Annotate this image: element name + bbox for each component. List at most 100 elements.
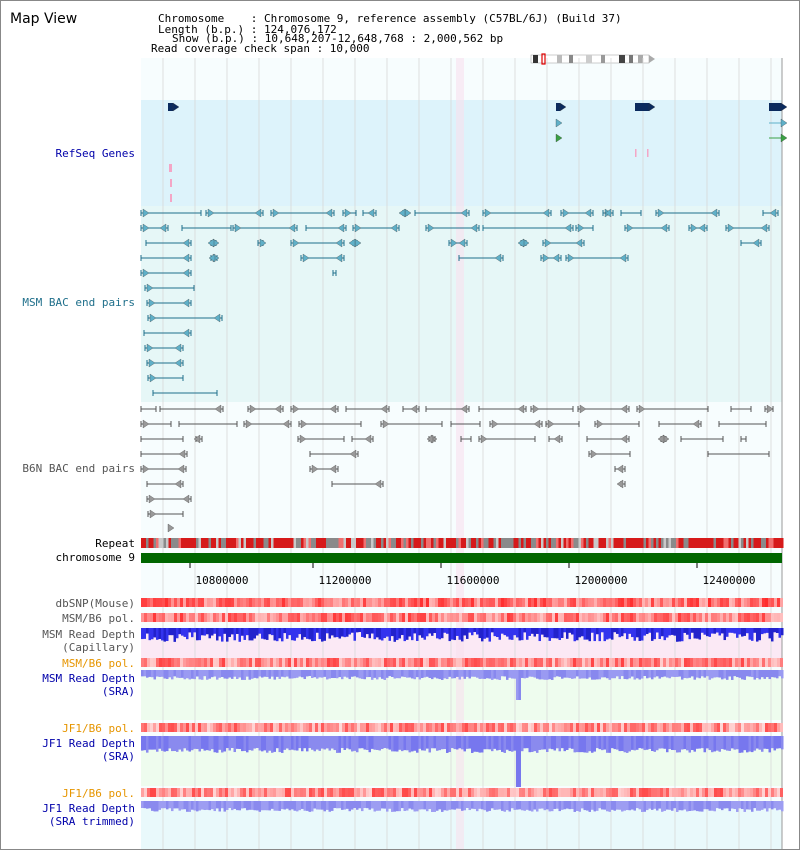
refseq-gene-features[interactable] <box>168 102 788 202</box>
depth-bar <box>661 736 664 749</box>
depth-bar <box>273 670 276 680</box>
depth-bar <box>453 670 456 679</box>
msm-pair-arrow <box>460 208 468 218</box>
heat-cell <box>576 788 579 797</box>
heat-cell <box>207 598 210 607</box>
depth-bar <box>778 801 781 810</box>
msm-bac-end-pairs[interactable] <box>140 208 779 396</box>
b6n-bac-end-pairs-label[interactable]: B6N BAC end pairs <box>22 462 135 475</box>
msm-b6-pol-label-2[interactable]: MSM/B6 pol. <box>62 657 135 670</box>
heatmap-tracks[interactable] <box>141 598 783 797</box>
heat-cell <box>312 788 315 797</box>
heat-cell <box>465 598 468 607</box>
heat-cell <box>588 723 591 732</box>
jf1-read-depth-trimmed-label[interactable]: JF1 Read Depth <box>42 802 135 815</box>
heat-cell <box>255 723 258 732</box>
heat-cell <box>414 788 417 797</box>
repeat-element <box>331 538 334 548</box>
read-depth-tracks[interactable] <box>141 628 784 812</box>
msm-b6-pol-label-1[interactable]: MSM/B6 pol. <box>62 612 135 625</box>
heat-cell <box>561 723 564 732</box>
depth-bar <box>556 670 559 677</box>
depth-bar <box>191 628 194 638</box>
heat-cell <box>426 613 429 622</box>
heat-cell <box>645 658 648 667</box>
b6n-pair-arrow <box>579 404 587 414</box>
depth-bar <box>251 628 254 641</box>
heat-cell <box>213 788 216 797</box>
refseq-genes-label[interactable]: RefSeq Genes <box>55 147 135 160</box>
msm-pair-arrow <box>562 208 570 218</box>
jf1-b6-pol-label-1[interactable]: JF1/B6 pol. <box>62 722 135 735</box>
heat-cell <box>402 723 405 732</box>
depth-bar <box>343 670 346 677</box>
depth-bar <box>696 736 699 749</box>
repeat-element <box>611 538 614 548</box>
heat-cell <box>180 598 183 607</box>
heat-cell <box>687 658 690 667</box>
repeat-element <box>301 538 304 548</box>
heat-cell <box>654 613 657 622</box>
msm-read-depth-sra-label[interactable]: MSM Read Depth <box>42 672 135 685</box>
depth-bar <box>718 670 721 678</box>
depth-bar <box>481 670 484 679</box>
jf1-b6-pol-label-2[interactable]: JF1/B6 pol. <box>62 787 135 800</box>
depth-bar <box>666 670 669 678</box>
depth-bar <box>401 736 404 752</box>
repeat-track[interactable] <box>141 538 784 548</box>
chromosome-ideogram[interactable] <box>530 53 655 65</box>
chromosome-label[interactable]: chromosome 9 <box>55 551 135 564</box>
heat-cell <box>183 723 186 732</box>
heat-cell <box>663 613 666 622</box>
chromosome-bar[interactable] <box>141 553 782 563</box>
depth-bar <box>538 628 541 642</box>
heat-cell <box>519 788 522 797</box>
depth-bar <box>376 801 379 811</box>
repeat-element <box>361 538 364 548</box>
heat-cell <box>390 658 393 667</box>
depth-bar <box>398 670 401 679</box>
depth-bar <box>413 628 416 634</box>
heat-cell <box>588 613 591 622</box>
depth-bar <box>301 670 304 678</box>
repeat-element <box>233 538 236 548</box>
dbsnp-label[interactable]: dbSNP(Mouse) <box>55 597 135 610</box>
heat-cell <box>234 658 237 667</box>
heat-cell <box>159 598 162 607</box>
repeat-element <box>333 538 336 548</box>
heat-cell <box>474 723 477 732</box>
repeat-label[interactable]: Repeat <box>95 537 135 550</box>
depth-bar <box>588 670 591 678</box>
heat-cell <box>402 613 405 622</box>
depth-bar <box>706 670 709 677</box>
depth-bar <box>673 801 676 809</box>
b6n-bac-end-pairs[interactable] <box>140 404 774 533</box>
heat-cell <box>435 723 438 732</box>
depth-bar <box>708 736 711 751</box>
depth-bar <box>581 801 584 809</box>
heat-cell <box>696 658 699 667</box>
depth-bar <box>386 628 389 637</box>
heat-cell <box>699 598 702 607</box>
depth-bar <box>228 628 231 637</box>
repeat-element <box>298 538 301 548</box>
jf1-read-depth-sra-label[interactable]: JF1 Read Depth <box>42 737 135 750</box>
depth-bar <box>456 628 459 636</box>
depth-bar <box>156 670 159 677</box>
depth-bar <box>161 670 164 677</box>
depth-bar <box>413 670 416 680</box>
depth-bar <box>211 736 214 750</box>
heat-cell <box>654 598 657 607</box>
heat-cell <box>699 788 702 797</box>
depth-bar <box>758 628 761 641</box>
depth-bar <box>746 736 749 753</box>
repeat-element <box>471 538 474 548</box>
heat-cell <box>144 613 147 622</box>
depth-bar <box>763 801 766 809</box>
depth-bar <box>541 628 544 635</box>
depth-bar <box>561 736 564 749</box>
msm-read-depth-capillary-label[interactable]: MSM Read Depth <box>42 628 135 641</box>
msm-bac-end-pairs-label[interactable]: MSM BAC end pairs <box>22 296 135 309</box>
heat-cell <box>360 613 363 622</box>
